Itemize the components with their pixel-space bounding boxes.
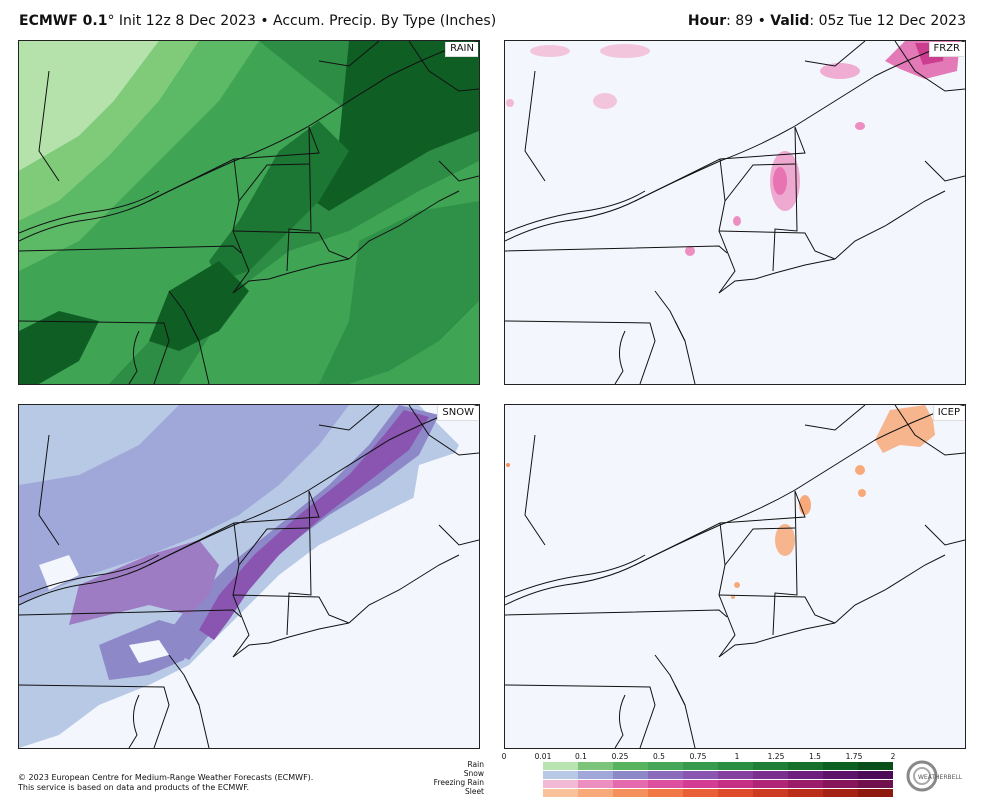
snow-color-bar: [543, 771, 893, 779]
legend-swatch: [858, 789, 893, 797]
sleet-color-bar: [543, 789, 893, 797]
legend-swatch: [578, 780, 613, 788]
degree-symbol: °: [107, 13, 115, 29]
copyright-notice: © 2023 European Centre for Medium-Range …: [18, 773, 313, 793]
legend-tick: 0.75: [689, 752, 707, 761]
legend-row-freezing-rain: Freezing Rain: [433, 778, 484, 787]
legend-swatch: [858, 762, 893, 770]
ice-pellets-label: ICEP: [932, 406, 964, 421]
legend-swatch: [648, 780, 683, 788]
legend-swatch: [543, 771, 578, 779]
legend-swatch: [823, 762, 858, 770]
legend-swatch: [683, 771, 718, 779]
rain-panel: RAIN: [18, 40, 480, 385]
legend-swatch: [718, 771, 753, 779]
rain-label: RAIN: [445, 42, 478, 57]
legend-swatch: [543, 789, 578, 797]
legend-swatch: [858, 771, 893, 779]
legend-swatch: [823, 789, 858, 797]
legend-tick: 1.25: [767, 752, 785, 761]
freezing-rain-map: [505, 41, 965, 384]
legend-tick: 1.5: [809, 752, 821, 761]
legend-swatch: [613, 789, 648, 797]
legend-swatch: [788, 771, 823, 779]
legend-swatch: [753, 789, 788, 797]
legend-swatch: [823, 780, 858, 788]
copyright-line-2: This service is based on data and produc…: [18, 783, 250, 792]
hour-label: Hour: [687, 13, 727, 29]
legend-tick: 0: [501, 752, 507, 761]
legend-swatch: [718, 780, 753, 788]
snow-label: SNOW: [437, 406, 478, 421]
weatherbell-logo: WEATHERBELL: [906, 760, 963, 792]
legend-swatch: [613, 762, 648, 770]
legend-swatch: [578, 771, 613, 779]
legend-tick: 0.5: [653, 752, 665, 761]
legend-tick: 1: [734, 752, 740, 761]
legend-swatch: [858, 780, 893, 788]
snow-map: [19, 405, 479, 748]
valid-value: : 05z Tue 12 Dec 2023: [809, 13, 966, 29]
legend-swatch: [753, 780, 788, 788]
hour-value: : 89 •: [726, 13, 771, 29]
freezing-rain-label: FRZR: [928, 42, 964, 57]
legend-swatch: [648, 789, 683, 797]
legend-swatch: [683, 780, 718, 788]
snow-panel: SNOW: [18, 404, 480, 749]
init-description: Init 12z 8 Dec 2023 • Accum. Precip. By …: [114, 13, 497, 29]
legend-swatch: [543, 762, 578, 770]
model-name: ECMWF 0.1: [19, 13, 108, 29]
svg-text:WEATHERBELL: WEATHERBELL: [918, 774, 963, 781]
copyright-line-1: © 2023 European Centre for Medium-Range …: [18, 773, 314, 782]
ice-pellets-map: [505, 405, 965, 748]
legend-row-rain: Rain: [467, 760, 484, 769]
legend-swatch: [648, 762, 683, 770]
legend-swatch: [578, 789, 613, 797]
legend-swatch: [648, 771, 683, 779]
legend-swatch: [718, 762, 753, 770]
legend-tick: 0.01: [534, 752, 552, 761]
legend-swatch: [683, 789, 718, 797]
precip-legend: 0 0.01 0.1 0.25 0.5 0.75 1 1.25 1.5 1.75…: [434, 750, 900, 806]
legend-swatch: [543, 780, 578, 788]
valid-label: Valid: [770, 13, 810, 29]
legend-swatch: [788, 762, 823, 770]
legend-swatch: [613, 780, 648, 788]
legend-swatch: [718, 789, 753, 797]
rain-color-bar: [543, 762, 893, 770]
legend-swatch: [613, 771, 648, 779]
legend-swatch: [753, 771, 788, 779]
legend-tick: 0.25: [611, 752, 629, 761]
legend-swatch: [578, 762, 613, 770]
legend-row-snow: Snow: [463, 769, 484, 778]
valid-time: Hour: 89 • Valid: 05z Tue 12 Dec 2023: [688, 13, 966, 29]
legend-swatch: [788, 789, 823, 797]
legend-row-sleet: Sleet: [464, 787, 484, 796]
legend-tick: 1.75: [845, 752, 863, 761]
legend-swatch: [683, 762, 718, 770]
freezing-rain-color-bar: [543, 780, 893, 788]
legend-swatch: [788, 780, 823, 788]
legend-swatch: [823, 771, 858, 779]
legend-tick: 2: [890, 752, 896, 761]
freezing-rain-panel: FRZR: [504, 40, 966, 385]
legend-swatch: [753, 762, 788, 770]
ice-pellets-panel: ICEP: [504, 404, 966, 749]
rain-map: [19, 41, 479, 384]
map-title: ECMWF 0.1° Init 12z 8 Dec 2023 • Accum. …: [19, 13, 496, 29]
legend-tick: 0.1: [575, 752, 587, 761]
